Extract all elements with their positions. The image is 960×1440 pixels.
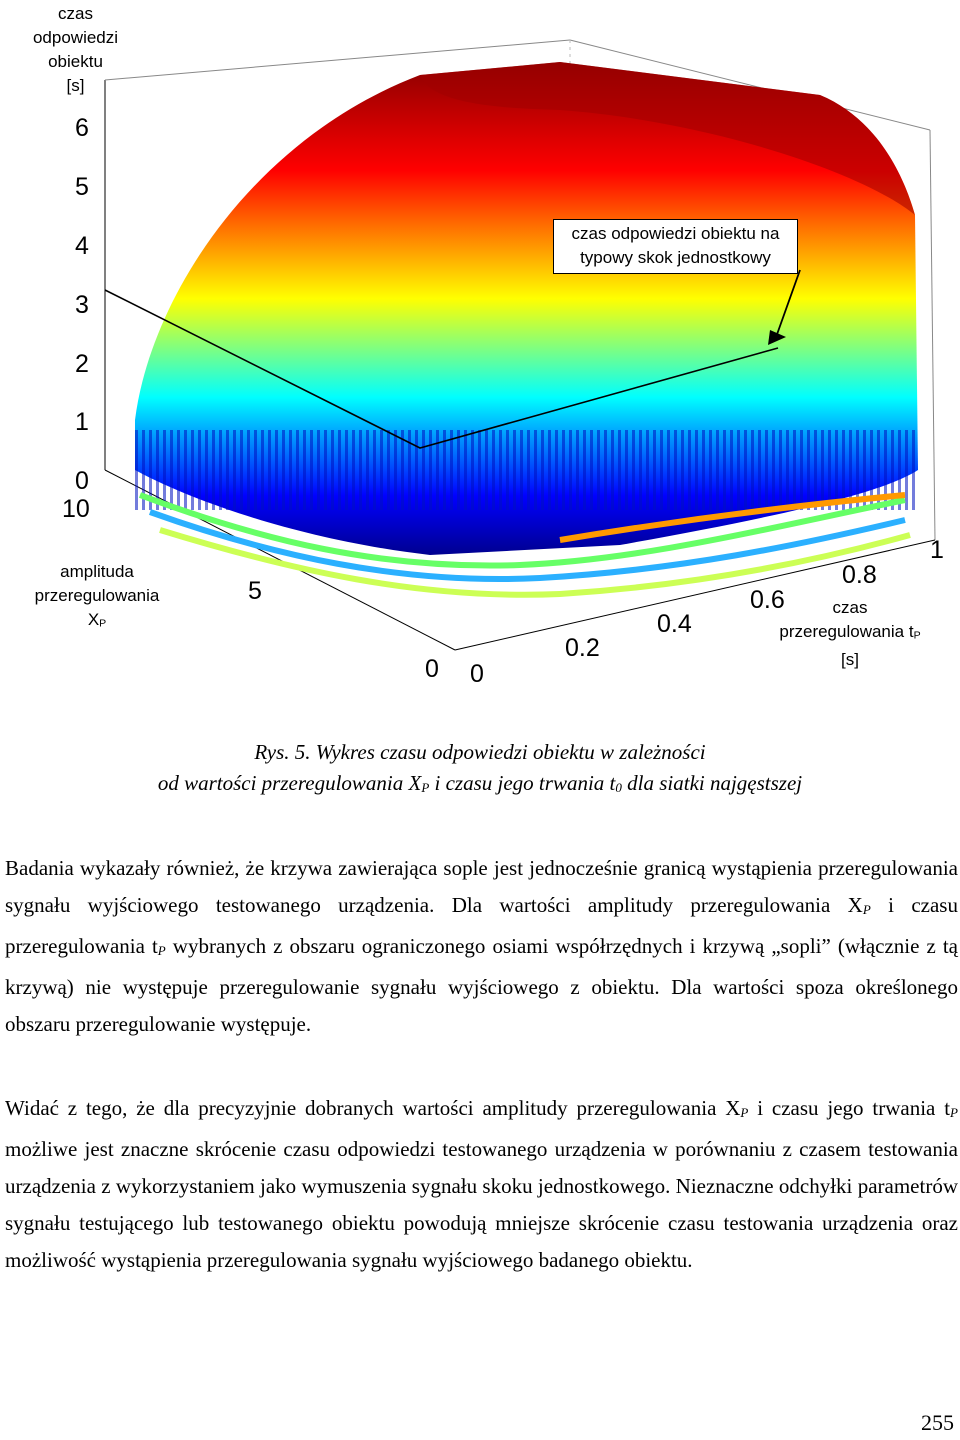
paragraph-text: Widać z tego, że dla precyzyjnie dobrany…	[5, 1096, 741, 1120]
z-tick: 0	[75, 467, 89, 495]
surface-plot	[104, 39, 936, 651]
tp-axis-label: czas przeregulowania tP [s]	[755, 596, 945, 672]
caption-sub: P	[421, 779, 430, 795]
xp-tick: 0	[425, 655, 439, 683]
tp-axis-line	[454, 539, 936, 651]
annotation-line: czas odpowiedzi obiektu na	[571, 224, 780, 243]
right-vertical-edge	[929, 129, 936, 541]
annotation-arrow-head	[768, 330, 786, 345]
surface-top-shading	[420, 62, 915, 215]
paragraph-text: możliwe jest znaczne skrócenie czasu odp…	[5, 1136, 958, 1272]
tp-label-text: przeregulowania t	[779, 622, 914, 641]
xp-tick: 5	[248, 577, 262, 605]
paragraph-text: wybranych z obszaru ograniczonego osiami…	[5, 933, 958, 1036]
icicle-region	[135, 430, 915, 510]
z-label-line: odpowiedzi	[32, 28, 119, 47]
step-response-plane	[104, 289, 779, 449]
paragraph-sub: P	[740, 1104, 749, 1120]
paragraph-sub: P	[862, 901, 871, 917]
paragraph-text: Badania wykazały również, że krzywa zawi…	[5, 856, 958, 917]
tp-tick: 0	[470, 660, 484, 688]
xp-axis-label: amplituda przeregulowania XP	[22, 560, 172, 636]
z-axis-label: czas odpowiedzi obiektu [s]	[18, 2, 133, 98]
paragraph-1: Badania wykazały również, że krzywa zawi…	[5, 850, 958, 1043]
tp-tick: 0.4	[657, 610, 692, 638]
tp-label-unit: [s]	[841, 649, 859, 669]
figure-caption: Rys. 5. Wykres czasu odpowiedzi obiektu …	[0, 737, 960, 803]
annotation-box: czas odpowiedzi obiektu na typowy skok j…	[553, 219, 798, 274]
z-tick: 5	[75, 173, 89, 201]
z-label-line: obiektu	[48, 52, 103, 71]
surface-plot-figure: 6 5 4 3 2 1 0 10 5 0 0 0.2 0.4 0.6 0.8 1…	[0, 0, 960, 700]
tp-label-symbol-line: przeregulowania tP	[755, 620, 945, 648]
z-tick: 6	[75, 114, 89, 142]
tp-tick: 0.6	[750, 586, 785, 614]
caption-text: od wartości przeregulowania X	[157, 771, 422, 795]
z-label-line: czas	[58, 4, 93, 23]
paragraph-sub: P	[950, 1104, 958, 1120]
page-number: 255	[921, 1410, 954, 1435]
xp-symbol: X	[87, 610, 100, 629]
xp-label-symbol: XP	[22, 608, 172, 636]
paragraph-text: i czasu przeregulowania t	[5, 893, 958, 958]
annotation-arrow	[774, 269, 801, 341]
boundary-curves	[138, 492, 911, 598]
z-tick: 2	[75, 350, 89, 378]
right-top-edge	[569, 39, 931, 131]
tp-symbol-sub: P	[913, 629, 921, 642]
z-tick: 4	[75, 232, 89, 260]
caption-text: dla siatki najgęstszej	[621, 771, 803, 795]
annotation-line: typowy skok jednostkowy	[580, 248, 771, 267]
back-top-edge	[104, 39, 571, 81]
caption-line-2: od wartości przeregulowania XP i czasu j…	[0, 768, 960, 803]
z-tick: 3	[75, 291, 89, 319]
xp-symbol-sub: P	[99, 617, 107, 630]
paragraph-text: i czasu jego trwania t	[748, 1096, 951, 1120]
z-label-line: [s]	[66, 76, 85, 95]
tp-tick: 0.8	[842, 561, 877, 589]
caption-text: i czasu jego trwania t	[429, 771, 616, 795]
xp-tick: 10	[62, 495, 90, 523]
tp-tick: 0.2	[565, 634, 600, 662]
paragraph-2: Widać z tego, że dla precyzyjnie dobrany…	[5, 1090, 958, 1279]
paragraph-sub: P	[157, 942, 166, 958]
caption-sub: 0	[615, 779, 622, 795]
z-tick: 1	[75, 408, 89, 436]
tp-tick: 1	[930, 536, 944, 564]
caption-line-1: Rys. 5. Wykres czasu odpowiedzi obiektu …	[254, 740, 706, 764]
tp-label-line: czas	[832, 598, 868, 617]
xp-label-line: amplituda	[60, 562, 134, 581]
xp-label-line: przeregulowania	[34, 586, 160, 605]
